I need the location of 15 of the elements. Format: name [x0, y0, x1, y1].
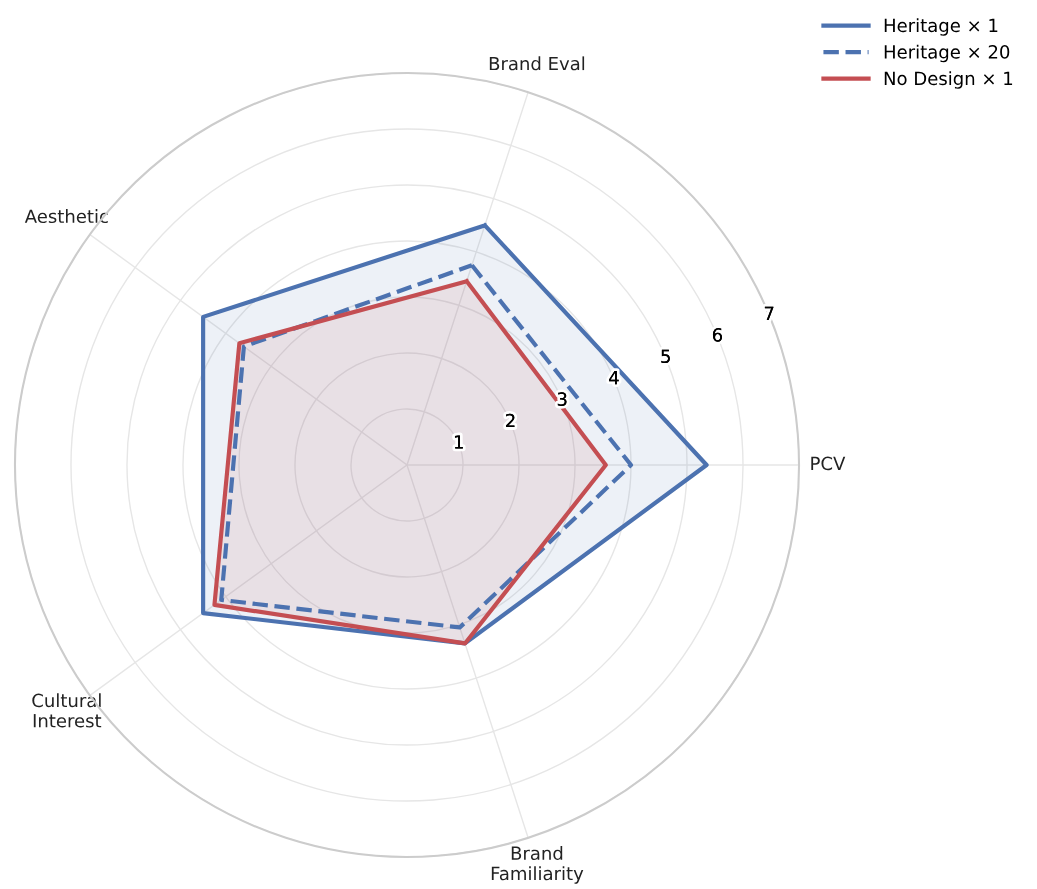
y-tick-label: 1 [454, 435, 463, 449]
spoke-label: Brand Familiarity [491, 846, 584, 884]
spoke-label: Cultural Interest [32, 693, 102, 728]
legend-label: No Design × 1 [884, 71, 1013, 89]
y-tick-label: 5 [661, 349, 670, 364]
spoke-label: Aesthetic [24, 209, 108, 224]
y-tick-label: 6 [712, 328, 723, 342]
y-tick-label: 2 [506, 413, 515, 428]
y-tick-label: 4 [609, 371, 619, 385]
spoke-label: Brand Eval [489, 56, 585, 71]
legend-label: Heritage × 20 [884, 44, 1010, 63]
legend-label: Heritage × 1 [884, 18, 998, 36]
y-tick-label: 7 [764, 306, 774, 320]
spoke-label: PCV [811, 456, 846, 471]
y-tick-label: 3 [557, 392, 567, 406]
